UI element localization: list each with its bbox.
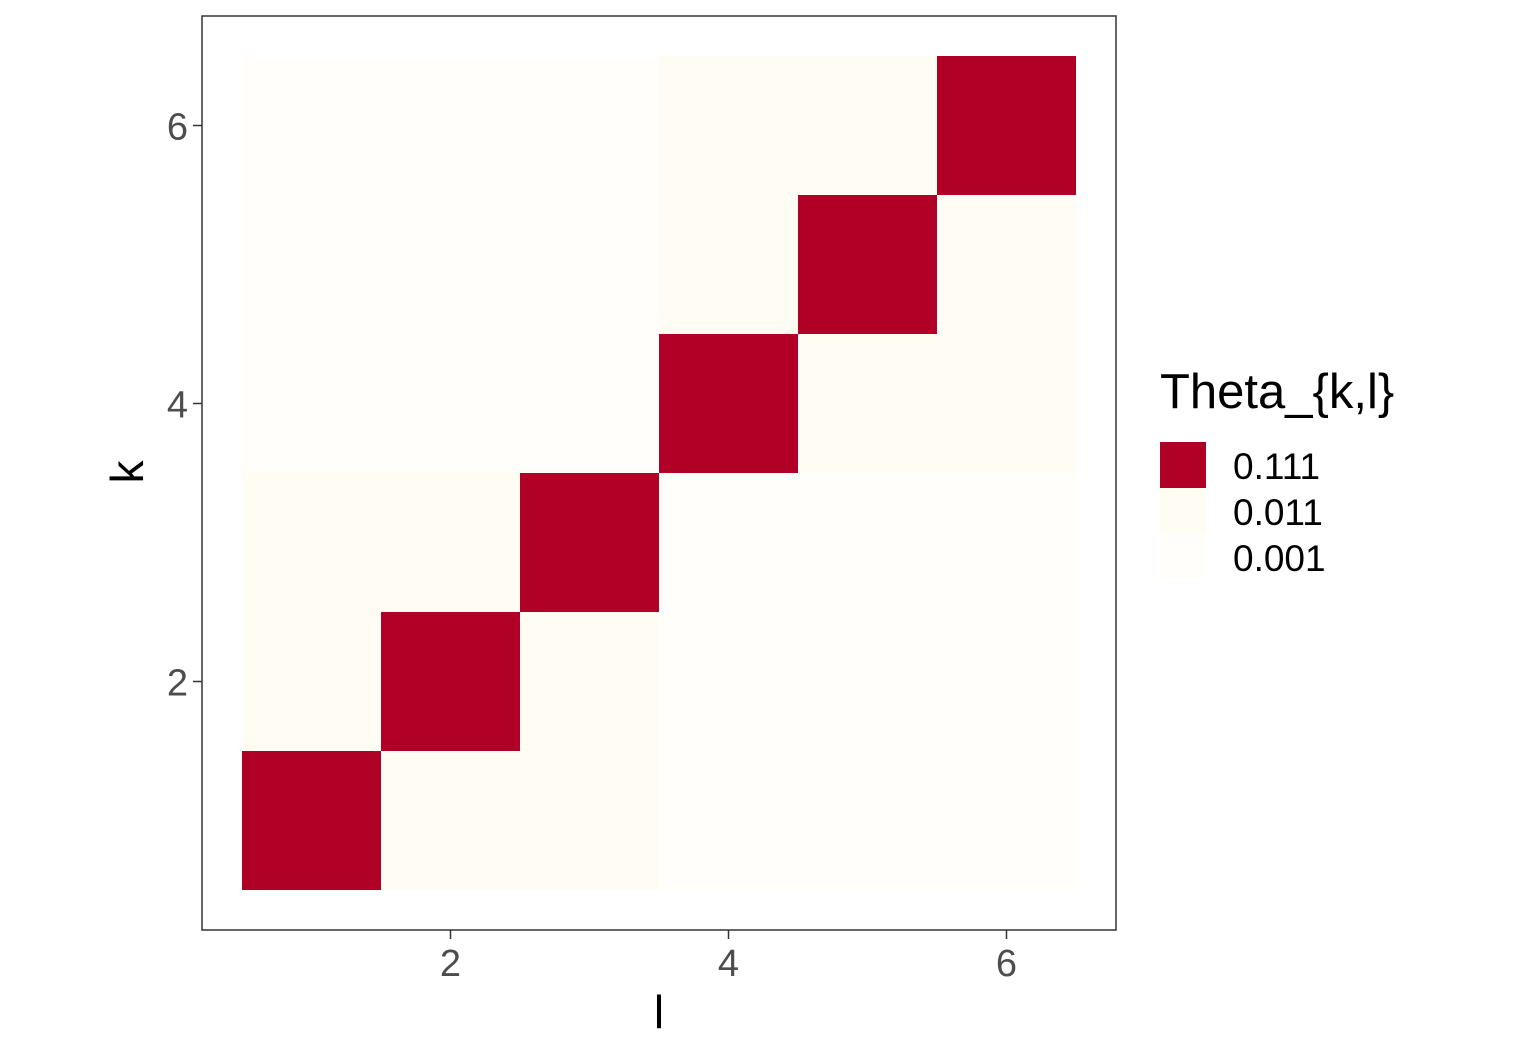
heatmap-cell-k6-l3 [520, 56, 659, 195]
plot-panel-border [201, 15, 1117, 931]
heatmap-cell-k3-l1 [242, 473, 381, 612]
heatmap-cell-k5-l6 [937, 195, 1076, 334]
legend-key-label: 0.001 [1233, 538, 1326, 579]
heatmap-cell-k1-l2 [381, 751, 520, 890]
legend-key-swatch [1160, 534, 1206, 580]
heatmap-cell-k5-l2 [381, 195, 520, 334]
heatmap-cell-k4-l1 [242, 334, 381, 473]
x-axis-title: l [654, 986, 664, 1038]
heatmap-cell-k3-l3 [520, 473, 659, 612]
heatmap-cell-k2-l6 [937, 612, 1076, 751]
heatmap-cell-k2-l1 [242, 612, 381, 751]
heatmap-cell-k3-l2 [381, 473, 520, 612]
heatmap-cell-k5-l1 [242, 195, 381, 334]
heatmap-cell-k1-l3 [520, 751, 659, 890]
heatmap-cell-k5-l3 [520, 195, 659, 334]
heatmap-cell-k4-l6 [937, 334, 1076, 473]
heatmap-cell-k3-l6 [937, 473, 1076, 612]
heatmap-cell-k6-l6 [937, 56, 1076, 195]
heatmap-cell-k4-l3 [520, 334, 659, 473]
legend: Theta_{k,l} 0.111 0.011 0.001 [1160, 365, 1394, 580]
heatmap-cell-k1-l5 [798, 751, 937, 890]
heatmap-cell-k2-l2 [381, 612, 520, 751]
heatmap-cell-k2-l3 [520, 612, 659, 751]
legend-title: Theta_{k,l} [1160, 365, 1394, 419]
heatmap-cell-k1-l6 [937, 751, 1076, 890]
y-axis-ticks: 2 4 6 [167, 107, 202, 705]
heatmap-cell-k6-l2 [381, 56, 520, 195]
heatmap-cell-k5-l4 [659, 195, 798, 334]
legend-entries: 0.111 0.011 0.001 [1160, 442, 1326, 580]
heatmap-cell-k3-l4 [659, 473, 798, 612]
heatmap-cell-k4-l5 [798, 334, 937, 473]
x-tick-label: 4 [718, 943, 739, 985]
x-axis-ticks: 2 4 6 [440, 930, 1017, 985]
x-tick-label: 6 [996, 943, 1017, 985]
heatmap-cell-k1-l1 [242, 751, 381, 890]
heatmap-cell-k6-l5 [798, 56, 937, 195]
heatmap-cell-k4-l4 [659, 334, 798, 473]
y-tick-label: 2 [167, 663, 188, 705]
heatmap-cell-k2-l4 [659, 612, 798, 751]
heatmap-cell-k5-l5 [798, 195, 937, 334]
y-tick-label: 4 [167, 385, 188, 427]
heatmap-cell-k4-l2 [381, 334, 520, 473]
y-axis-title: k [101, 460, 153, 484]
heatmap-cell-k6-l4 [659, 56, 798, 195]
y-tick-label: 6 [167, 107, 188, 149]
heatmap-cell-k6-l1 [242, 56, 381, 195]
legend-key-label: 0.011 [1233, 492, 1323, 533]
legend-key-swatch [1160, 442, 1206, 488]
heatmap-cell-k1-l4 [659, 751, 798, 890]
legend-key-swatch [1160, 488, 1206, 534]
heatmap-cell-k3-l5 [798, 473, 937, 612]
heatmap-cell-k2-l5 [798, 612, 937, 751]
legend-key-label: 0.111 [1233, 446, 1320, 487]
heatmap-cells [242, 56, 1076, 890]
x-tick-label: 2 [440, 943, 461, 985]
